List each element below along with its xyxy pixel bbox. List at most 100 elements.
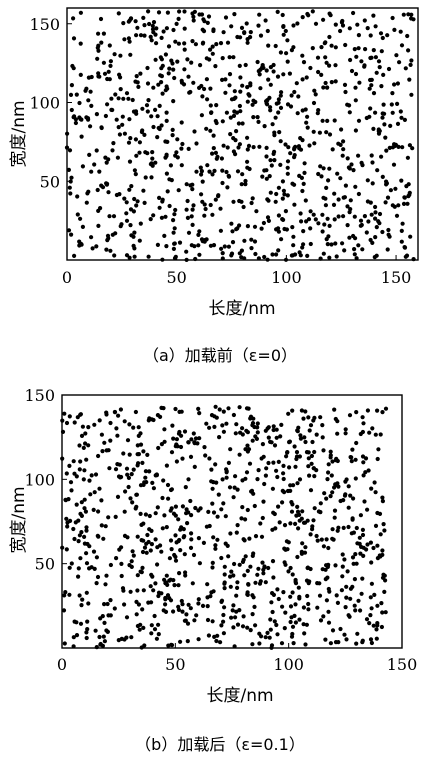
data-point bbox=[340, 564, 345, 569]
data-point bbox=[294, 81, 299, 86]
data-point bbox=[218, 206, 223, 211]
data-point bbox=[288, 488, 293, 493]
data-point bbox=[271, 427, 276, 433]
data-point bbox=[251, 595, 256, 600]
data-point bbox=[156, 10, 162, 15]
data-point bbox=[324, 185, 329, 190]
data-point bbox=[332, 217, 337, 222]
data-point bbox=[167, 177, 172, 182]
data-point bbox=[373, 55, 378, 60]
data-point bbox=[346, 505, 351, 510]
data-point bbox=[275, 632, 280, 637]
data-point bbox=[323, 80, 328, 86]
data-point bbox=[67, 592, 72, 597]
data-point bbox=[383, 135, 388, 140]
data-point bbox=[271, 69, 276, 74]
data-point bbox=[172, 241, 177, 246]
data-point bbox=[338, 626, 343, 632]
data-point bbox=[150, 156, 155, 161]
data-point bbox=[126, 475, 131, 480]
data-point bbox=[200, 603, 206, 609]
data-point bbox=[333, 63, 338, 68]
data-point bbox=[71, 526, 76, 532]
data-point bbox=[321, 614, 326, 619]
y-tick-label: 150 bbox=[29, 15, 60, 34]
data-point bbox=[324, 237, 329, 242]
data-point bbox=[348, 57, 353, 63]
data-point bbox=[315, 538, 320, 543]
data-point bbox=[186, 477, 191, 482]
data-point bbox=[214, 638, 219, 644]
data-point bbox=[246, 582, 251, 587]
data-point bbox=[128, 52, 133, 57]
data-point bbox=[352, 603, 357, 608]
data-point bbox=[133, 409, 138, 415]
data-point bbox=[215, 537, 220, 542]
data-point bbox=[136, 602, 141, 607]
data-point bbox=[112, 606, 117, 611]
data-point bbox=[334, 483, 339, 488]
data-point bbox=[375, 556, 380, 561]
data-point bbox=[161, 478, 166, 483]
data-point bbox=[242, 573, 247, 578]
data-point bbox=[326, 178, 331, 183]
data-point bbox=[235, 580, 240, 585]
data-point bbox=[184, 207, 189, 212]
data-point bbox=[119, 573, 124, 579]
data-point bbox=[218, 640, 223, 645]
data-point bbox=[280, 217, 285, 222]
data-point bbox=[400, 221, 405, 226]
data-point bbox=[256, 119, 261, 124]
data-point bbox=[105, 601, 110, 607]
data-point bbox=[228, 574, 233, 579]
data-point bbox=[69, 488, 74, 493]
data-point bbox=[242, 30, 247, 35]
data-point bbox=[370, 426, 375, 431]
data-point bbox=[306, 217, 312, 222]
data-point bbox=[191, 431, 196, 436]
data-point bbox=[211, 510, 217, 515]
data-point bbox=[155, 545, 160, 550]
data-point bbox=[101, 60, 106, 65]
data-point bbox=[266, 218, 271, 223]
data-point bbox=[231, 495, 236, 500]
data-point bbox=[171, 609, 176, 614]
data-point bbox=[399, 178, 404, 183]
x-tick-label: 0 bbox=[57, 655, 67, 674]
data-point bbox=[402, 195, 407, 200]
data-point bbox=[224, 169, 229, 175]
data-point bbox=[330, 527, 335, 532]
data-point bbox=[105, 102, 110, 107]
data-point bbox=[248, 564, 253, 569]
data-point bbox=[402, 117, 407, 122]
data-point bbox=[124, 200, 129, 205]
data-point bbox=[186, 440, 191, 445]
data-point bbox=[159, 66, 164, 71]
data-point bbox=[154, 26, 159, 31]
data-point bbox=[222, 580, 227, 585]
data-point bbox=[173, 558, 179, 563]
data-point bbox=[234, 593, 239, 598]
data-point bbox=[370, 240, 375, 245]
data-point bbox=[360, 429, 365, 435]
data-point bbox=[373, 235, 378, 240]
data-point bbox=[287, 465, 292, 470]
data-point bbox=[245, 147, 250, 152]
data-point bbox=[226, 173, 231, 178]
data-point bbox=[134, 203, 139, 208]
data-point bbox=[197, 436, 202, 441]
data-point bbox=[122, 419, 127, 424]
data-point bbox=[299, 549, 304, 555]
data-point bbox=[275, 474, 280, 480]
data-point bbox=[102, 602, 107, 607]
data-point bbox=[291, 641, 296, 646]
data-point bbox=[116, 11, 121, 16]
data-point bbox=[297, 512, 302, 518]
data-point bbox=[148, 548, 153, 553]
data-point bbox=[340, 241, 345, 246]
data-point bbox=[266, 460, 271, 466]
data-point bbox=[62, 641, 67, 646]
data-point bbox=[390, 91, 395, 96]
data-point bbox=[371, 13, 376, 18]
data-point bbox=[180, 504, 185, 509]
